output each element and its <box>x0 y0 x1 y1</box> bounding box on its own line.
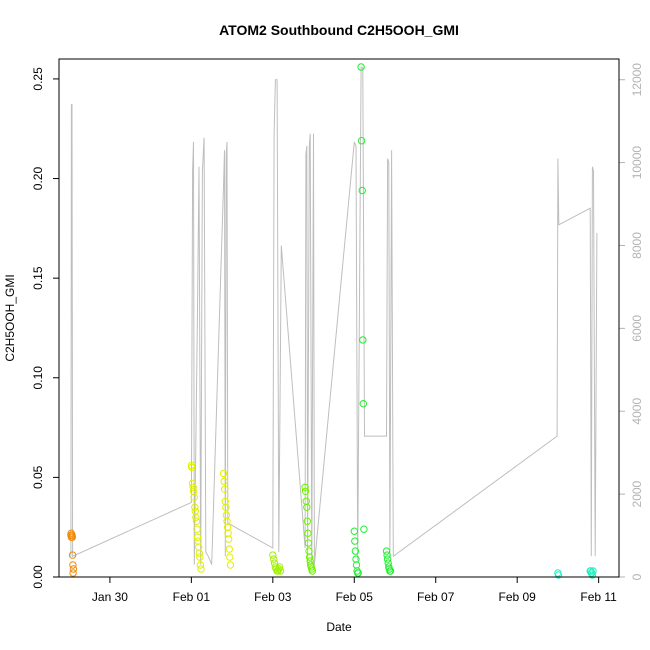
data-point <box>354 569 362 577</box>
plot-frame <box>58 58 620 578</box>
data-point <box>69 565 78 573</box>
data-point <box>191 503 199 511</box>
data-point <box>357 63 365 71</box>
x-tick-label: Feb 01 <box>173 590 211 604</box>
data-point <box>386 567 395 575</box>
y-axis-label: C2H5OOH_GMI <box>3 274 17 361</box>
data-point <box>304 539 313 547</box>
y2-tick-label: 2000 <box>630 480 644 507</box>
data-point <box>222 511 231 519</box>
data-point <box>269 551 277 559</box>
data-point <box>350 527 358 535</box>
chart-title: ATOM2 Southbound C2H5OOH_GMI <box>219 22 459 38</box>
data-point <box>189 483 197 491</box>
x-tick-label: Jan 30 <box>92 590 128 604</box>
y2-tick-label: 10000 <box>630 146 644 180</box>
data-point <box>589 567 597 575</box>
data-point <box>359 336 367 344</box>
y2-tick-label: 8000 <box>630 232 644 259</box>
data-point <box>188 479 197 488</box>
data-point <box>69 569 77 577</box>
data-point <box>302 497 310 505</box>
data-point <box>351 537 359 545</box>
x-tick-label: Feb 05 <box>336 590 374 604</box>
data-point <box>188 463 196 472</box>
data-point <box>219 469 228 478</box>
data-point <box>357 137 366 145</box>
data-point <box>220 477 228 486</box>
data-point <box>196 553 204 561</box>
y-tick-label: 0.10 <box>31 366 45 390</box>
data-point <box>68 533 77 541</box>
data-point <box>193 533 202 541</box>
data-point <box>301 487 310 495</box>
data-point <box>308 567 317 575</box>
data-point <box>303 517 311 525</box>
x-axis-label: Date <box>326 620 352 634</box>
altitude-line-layer <box>70 66 598 565</box>
data-point <box>351 547 360 555</box>
data-point <box>276 567 285 575</box>
data-point <box>301 483 309 491</box>
x-tick-label: Feb 11 <box>580 590 617 604</box>
y-tick-label: 0.25 <box>31 67 45 91</box>
data-point <box>225 545 234 553</box>
x-tick-label: Feb 09 <box>499 590 537 604</box>
y-tick-label: 0.20 <box>31 167 45 191</box>
data-point <box>221 485 229 493</box>
x-axis: Jan 30 Feb 01 Feb 03 Feb 05 Feb 07 Feb 09 Feb … <box>92 577 617 604</box>
data-point <box>195 549 204 557</box>
y2-tick-label: 12000 <box>630 63 644 97</box>
data-point <box>193 525 201 533</box>
data-point <box>359 400 367 408</box>
data-point <box>275 563 284 571</box>
data-point <box>588 571 597 579</box>
data-point <box>197 565 205 573</box>
data-point <box>382 547 391 555</box>
data-point <box>69 561 77 569</box>
x-tick-label: Feb 03 <box>254 590 292 604</box>
data-point <box>383 555 392 563</box>
data-point <box>225 535 233 543</box>
y-tick-label: 0.05 <box>31 465 45 489</box>
y2-tick-label: 0 <box>630 573 644 580</box>
y-axis: 0.00 0.05 0.10 0.15 0.20 0.25 <box>31 67 59 589</box>
data-point <box>190 493 198 501</box>
data-point <box>192 517 201 525</box>
data-point <box>305 547 313 555</box>
data-points-layer <box>67 63 597 579</box>
data-point <box>224 529 232 537</box>
data-point <box>192 513 200 521</box>
data-point <box>226 553 234 561</box>
y-tick-label: 0.15 <box>31 266 45 290</box>
y-tick-label: 0.00 <box>31 565 45 589</box>
data-point <box>226 561 235 569</box>
data-point <box>360 525 368 533</box>
data-point <box>222 503 230 511</box>
data-point <box>270 555 278 563</box>
y2-tick-label: 4000 <box>630 398 644 425</box>
y2-axis: 0 2000 4000 6000 8000 10000 12000 <box>619 63 644 580</box>
data-point <box>68 551 77 559</box>
data-point <box>383 551 391 559</box>
data-point <box>305 553 314 561</box>
data-point <box>196 561 205 569</box>
x-tick-label: Feb 07 <box>417 590 455 604</box>
y2-tick-label: 6000 <box>630 315 644 342</box>
data-point <box>554 571 563 579</box>
altitude-line <box>70 66 598 565</box>
data-point <box>303 503 311 511</box>
data-point <box>304 529 312 537</box>
data-point <box>358 186 366 195</box>
